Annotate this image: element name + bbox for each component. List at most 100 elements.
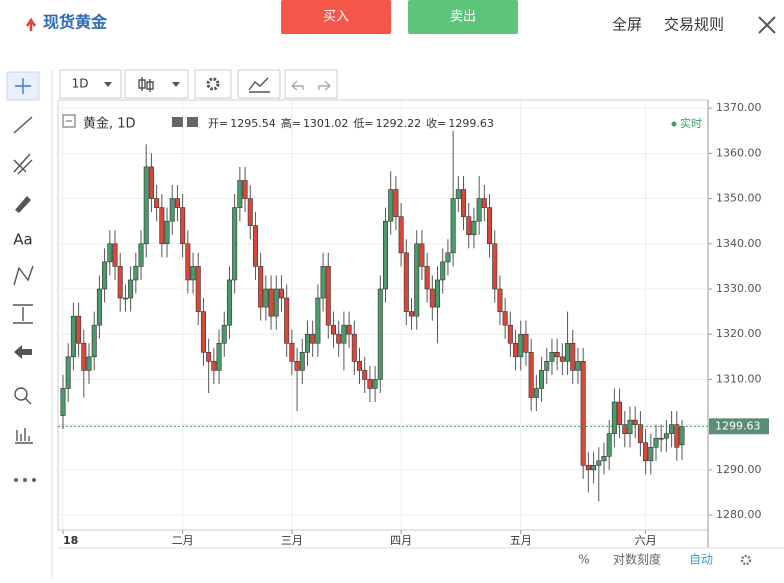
candle-body	[330, 324, 336, 335]
y-tick-label: 1370.00	[716, 101, 762, 114]
candle-body	[278, 288, 284, 299]
candle-body	[658, 437, 664, 440]
candle-body	[200, 311, 206, 353]
candle-body	[346, 324, 352, 335]
fib-tool[interactable]	[13, 153, 33, 175]
y-tick-label: 1280.00	[716, 508, 762, 521]
ohlc-value: 1295.54	[230, 117, 276, 130]
candle-body	[393, 189, 399, 217]
candle-body	[117, 266, 123, 299]
candle-body	[497, 288, 503, 312]
x-tick-label: 四月	[390, 534, 412, 547]
candle-body	[679, 426, 685, 446]
candle-body	[60, 388, 66, 416]
ohlc-value: 1292.22	[376, 117, 422, 130]
indicator-button[interactable]	[237, 69, 281, 99]
candle-body	[122, 297, 128, 300]
candle-body	[273, 288, 279, 317]
pattern-tool[interactable]	[13, 265, 34, 286]
y-tick-label: 1360.00	[716, 146, 762, 159]
candle-body	[232, 207, 238, 281]
back-tool[interactable]	[14, 345, 32, 359]
legend-symbol: 黄金, 1D	[83, 116, 136, 132]
measure-tool[interactable]	[13, 304, 33, 324]
candle-body	[148, 166, 154, 199]
interval[interactable]: 1D	[72, 77, 89, 91]
close-button[interactable]	[758, 16, 776, 34]
axis-settings[interactable]	[740, 554, 752, 566]
candle-body	[195, 266, 201, 312]
candle-body	[445, 252, 451, 263]
y-tick-label: 1320.00	[716, 327, 762, 340]
buy-button[interactable]	[281, 0, 391, 34]
candle-body	[539, 370, 545, 389]
sell-button[interactable]	[408, 0, 518, 34]
candle-body	[143, 166, 149, 245]
candle-body	[221, 324, 227, 344]
tools-tool[interactable]	[15, 428, 33, 444]
candle-body	[388, 189, 394, 222]
ohlc-value: 1299.63	[448, 117, 494, 130]
candle-body	[102, 261, 108, 290]
candle-body	[398, 216, 404, 254]
candle-body	[507, 324, 513, 344]
ohlc-key: 低=	[353, 117, 373, 130]
candle-body	[455, 189, 461, 199]
settings-button[interactable]	[194, 69, 232, 99]
percent-toggle[interactable]: %	[578, 553, 589, 567]
candle-body	[81, 342, 87, 371]
more-tool[interactable]	[14, 478, 36, 482]
candle-body	[674, 424, 680, 448]
candle-body	[310, 333, 316, 344]
buy-label[interactable]: 买入	[323, 10, 349, 25]
candle-body	[632, 419, 638, 425]
candle-body	[252, 225, 258, 267]
candle-body	[133, 266, 139, 281]
y-tick-label: 1340.00	[716, 237, 762, 250]
text-tool[interactable]: Aa	[13, 231, 32, 249]
candle-body	[643, 442, 649, 462]
candle-body	[258, 266, 264, 308]
candle-body	[492, 243, 498, 290]
candle-body	[377, 288, 383, 380]
line-tool[interactable]	[13, 116, 33, 134]
x-tick-label: 五月	[510, 534, 532, 547]
candle-body	[372, 379, 378, 389]
auto-toggle[interactable]: 自动	[689, 553, 713, 567]
candle-body	[294, 361, 300, 371]
settings-icon[interactable]	[187, 117, 198, 127]
candle-icon	[138, 77, 154, 92]
candle-body	[585, 465, 591, 471]
undo-redo[interactable]	[284, 69, 338, 99]
fullscreen[interactable]: 全屏	[612, 16, 642, 34]
candle-body	[341, 324, 347, 344]
candle-body	[164, 220, 170, 245]
candle-body	[180, 207, 186, 245]
candle-body	[351, 333, 357, 362]
eye-icon[interactable]	[172, 117, 183, 127]
style-select[interactable]	[124, 69, 189, 99]
rules[interactable]: 交易规则	[664, 16, 724, 34]
caret	[104, 82, 112, 87]
brush-tool[interactable]	[15, 196, 31, 213]
zoom-tool[interactable]	[14, 387, 28, 401]
zoom-handle	[24, 397, 32, 405]
x-tick-label: 二月	[172, 534, 194, 547]
candle-body	[627, 419, 633, 434]
candle-body	[174, 198, 180, 208]
candle-body	[70, 315, 76, 358]
plot-frame	[57, 99, 709, 531]
log-toggle[interactable]: 对数刻度	[613, 552, 661, 567]
interval-select[interactable]	[59, 69, 122, 99]
candle-body	[138, 243, 144, 267]
status-dot	[671, 121, 677, 127]
candle-body	[159, 207, 165, 245]
candle-body	[544, 361, 550, 371]
candle-body	[226, 279, 232, 326]
candle-body	[424, 266, 430, 290]
sell-label[interactable]: 卖出	[450, 10, 476, 25]
candle-body	[440, 261, 446, 281]
gear-icon	[206, 77, 220, 91]
